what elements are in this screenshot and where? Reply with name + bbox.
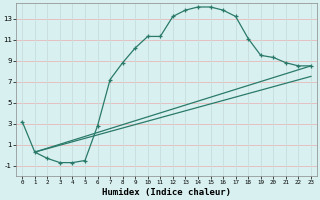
X-axis label: Humidex (Indice chaleur): Humidex (Indice chaleur)	[102, 188, 231, 197]
